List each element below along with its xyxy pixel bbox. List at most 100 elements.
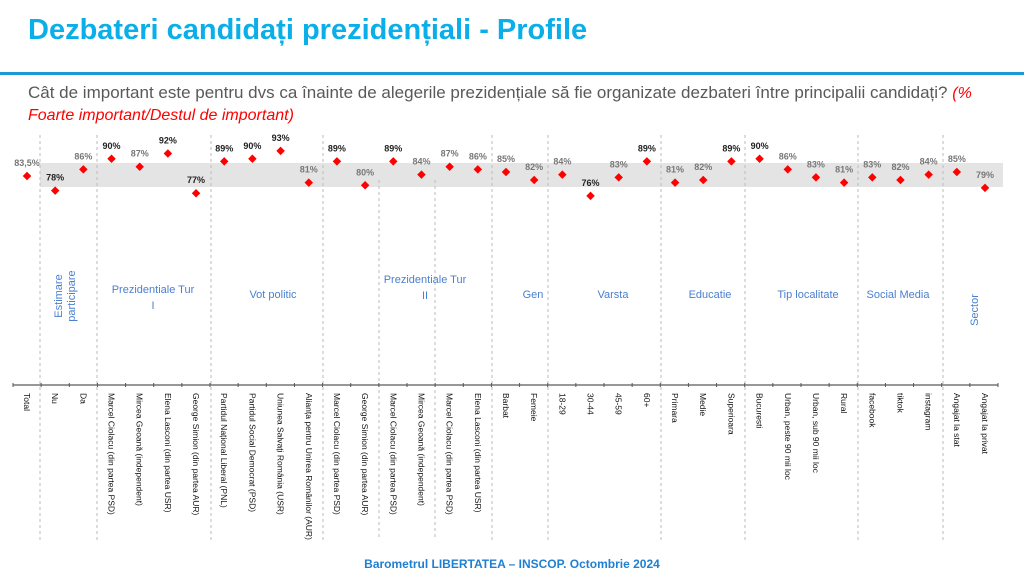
data-point bbox=[248, 154, 257, 164]
category-label: Marcel Ciolacu (din partea PSD) bbox=[388, 393, 398, 515]
data-label: 89% bbox=[722, 143, 740, 153]
category-label: Partidul Național Liberal (PNL) bbox=[219, 393, 229, 508]
category-label: Mircea Geoană (independent) bbox=[416, 393, 426, 506]
data-label: 76% bbox=[582, 178, 600, 188]
category-label: Partidul Social Democrat (PSD) bbox=[247, 393, 257, 512]
group-label: Gen bbox=[523, 289, 544, 301]
category-label: Femeie bbox=[529, 393, 539, 422]
data-point bbox=[304, 178, 314, 187]
data-label: 81% bbox=[666, 165, 684, 175]
data-point bbox=[163, 149, 173, 158]
category-label: 30-44 bbox=[586, 393, 596, 415]
data-label: 81% bbox=[835, 165, 853, 175]
category-label: Nu bbox=[50, 393, 60, 404]
data-label: 79% bbox=[976, 170, 994, 180]
data-label: 92% bbox=[159, 135, 177, 145]
data-point bbox=[50, 186, 60, 195]
data-point bbox=[79, 165, 88, 174]
source-footer: Barometrul LIBERTATEA – INSCOP. Octombri… bbox=[364, 557, 660, 571]
data-point bbox=[332, 157, 342, 166]
category-label: Bucuresti bbox=[755, 393, 765, 429]
data-point bbox=[276, 146, 285, 156]
data-label: 84% bbox=[920, 157, 938, 167]
title-divider bbox=[0, 72, 1024, 75]
category-label: Marcel Ciolacu (din partea PSD) bbox=[332, 393, 342, 515]
data-label: 89% bbox=[328, 143, 346, 153]
category-label: Elena Lasconi (din partea USR) bbox=[163, 393, 173, 513]
data-point bbox=[219, 157, 229, 166]
data-label: 84% bbox=[553, 157, 571, 167]
reference-band bbox=[40, 163, 1003, 187]
category-label: Marcel Ciolacu (din partea PSD) bbox=[107, 393, 117, 515]
data-label: 86% bbox=[74, 151, 92, 161]
question-note: (% Foarte important/Destul de important) bbox=[28, 85, 972, 124]
group-label: Estimareparticipare bbox=[53, 270, 78, 321]
data-label: 84% bbox=[412, 157, 430, 167]
category-label: Total bbox=[22, 393, 32, 411]
data-label: 87% bbox=[441, 149, 459, 159]
data-point bbox=[191, 188, 201, 198]
data-point bbox=[417, 170, 426, 179]
group-label: Vot politic bbox=[249, 289, 297, 301]
group-label: Educatie bbox=[689, 289, 732, 301]
survey-question: Cât de important este pentru dvs ca înai… bbox=[28, 82, 1008, 126]
data-label: 90% bbox=[103, 141, 121, 151]
data-point bbox=[755, 154, 764, 164]
data-point bbox=[389, 157, 398, 166]
category-label: Angajat la stat bbox=[952, 393, 962, 448]
category-label: George Simion (din partea AUR) bbox=[360, 393, 370, 516]
category-label: George Simion (din partea AUR) bbox=[191, 393, 201, 516]
data-point bbox=[586, 191, 595, 201]
category-label: Urban, peste 90 mii loc bbox=[783, 393, 793, 481]
data-point bbox=[107, 154, 116, 164]
category-label: tiktok bbox=[895, 393, 905, 414]
data-label: 86% bbox=[779, 151, 797, 161]
data-label: 93% bbox=[272, 133, 290, 143]
group-label: Sector bbox=[969, 294, 981, 326]
data-label: 82% bbox=[891, 162, 909, 172]
category-label: 60+ bbox=[642, 393, 652, 407]
data-label: 82% bbox=[694, 162, 712, 172]
data-point bbox=[501, 167, 511, 177]
category-label: Mircea Geoană (independent) bbox=[135, 393, 145, 506]
category-label: Elena Lasconi (din partea USR) bbox=[473, 393, 483, 513]
group-label: Social Media bbox=[867, 289, 931, 301]
data-label: 83% bbox=[807, 159, 825, 169]
data-label: 86% bbox=[469, 151, 487, 161]
category-label: Primara bbox=[670, 393, 680, 423]
category-label: Marcel Ciolacu (din partea PSD) bbox=[445, 393, 455, 515]
data-point bbox=[360, 181, 370, 190]
category-label: Superioara bbox=[726, 393, 736, 435]
question-text: Cât de important este pentru dvs ca înai… bbox=[28, 83, 948, 102]
data-label: 90% bbox=[243, 141, 261, 151]
data-label: 89% bbox=[638, 143, 656, 153]
category-label: Medie bbox=[698, 393, 708, 416]
data-label: 77% bbox=[187, 175, 205, 185]
data-label: 83,5% bbox=[14, 158, 40, 168]
data-label: 83% bbox=[863, 159, 881, 169]
page-title: Dezbateri candidați prezidențiali - Prof… bbox=[28, 14, 588, 46]
category-label: Barbat bbox=[501, 393, 511, 419]
data-label: 85% bbox=[497, 154, 515, 164]
group-label: Tip localitate bbox=[777, 289, 838, 301]
data-label: 89% bbox=[384, 143, 402, 153]
data-label: 81% bbox=[300, 165, 318, 175]
category-label: Da bbox=[78, 393, 88, 404]
category-label: Angajat la privat bbox=[980, 393, 990, 455]
data-label: 78% bbox=[46, 173, 64, 183]
data-label: 89% bbox=[215, 143, 233, 153]
data-label: 82% bbox=[525, 162, 543, 172]
group-label: Prezidentiale Tur I bbox=[112, 284, 195, 312]
group-label: Varsta bbox=[598, 289, 630, 301]
category-label: Urban, sub 90 mii loc bbox=[811, 393, 821, 474]
category-label: facebook bbox=[867, 393, 877, 428]
data-point bbox=[22, 171, 32, 181]
category-label: Alianța pentru Unirea Românilor (AUR) bbox=[304, 393, 314, 540]
category-label: 45-59 bbox=[614, 393, 624, 415]
group-label: Prezidentiale Tur II bbox=[384, 274, 467, 302]
data-label: 87% bbox=[131, 149, 149, 159]
data-point bbox=[135, 162, 144, 171]
data-point bbox=[445, 162, 454, 171]
category-label: 18-29 bbox=[557, 393, 567, 415]
